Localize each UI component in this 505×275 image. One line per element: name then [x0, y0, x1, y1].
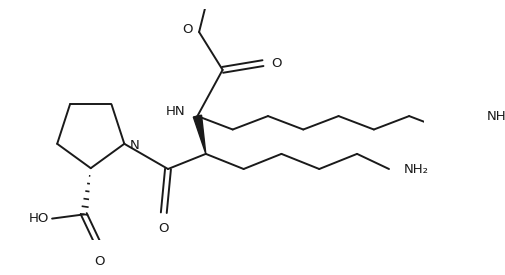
Text: HO: HO	[28, 212, 49, 225]
Text: O: O	[271, 57, 282, 70]
Text: NH₂: NH₂	[404, 163, 429, 175]
Text: HN: HN	[166, 105, 186, 118]
Text: O: O	[182, 23, 192, 36]
Text: NH₂: NH₂	[486, 109, 505, 123]
Text: N: N	[130, 139, 140, 152]
Polygon shape	[193, 115, 206, 154]
Text: O: O	[159, 222, 169, 235]
Text: O: O	[94, 255, 105, 268]
